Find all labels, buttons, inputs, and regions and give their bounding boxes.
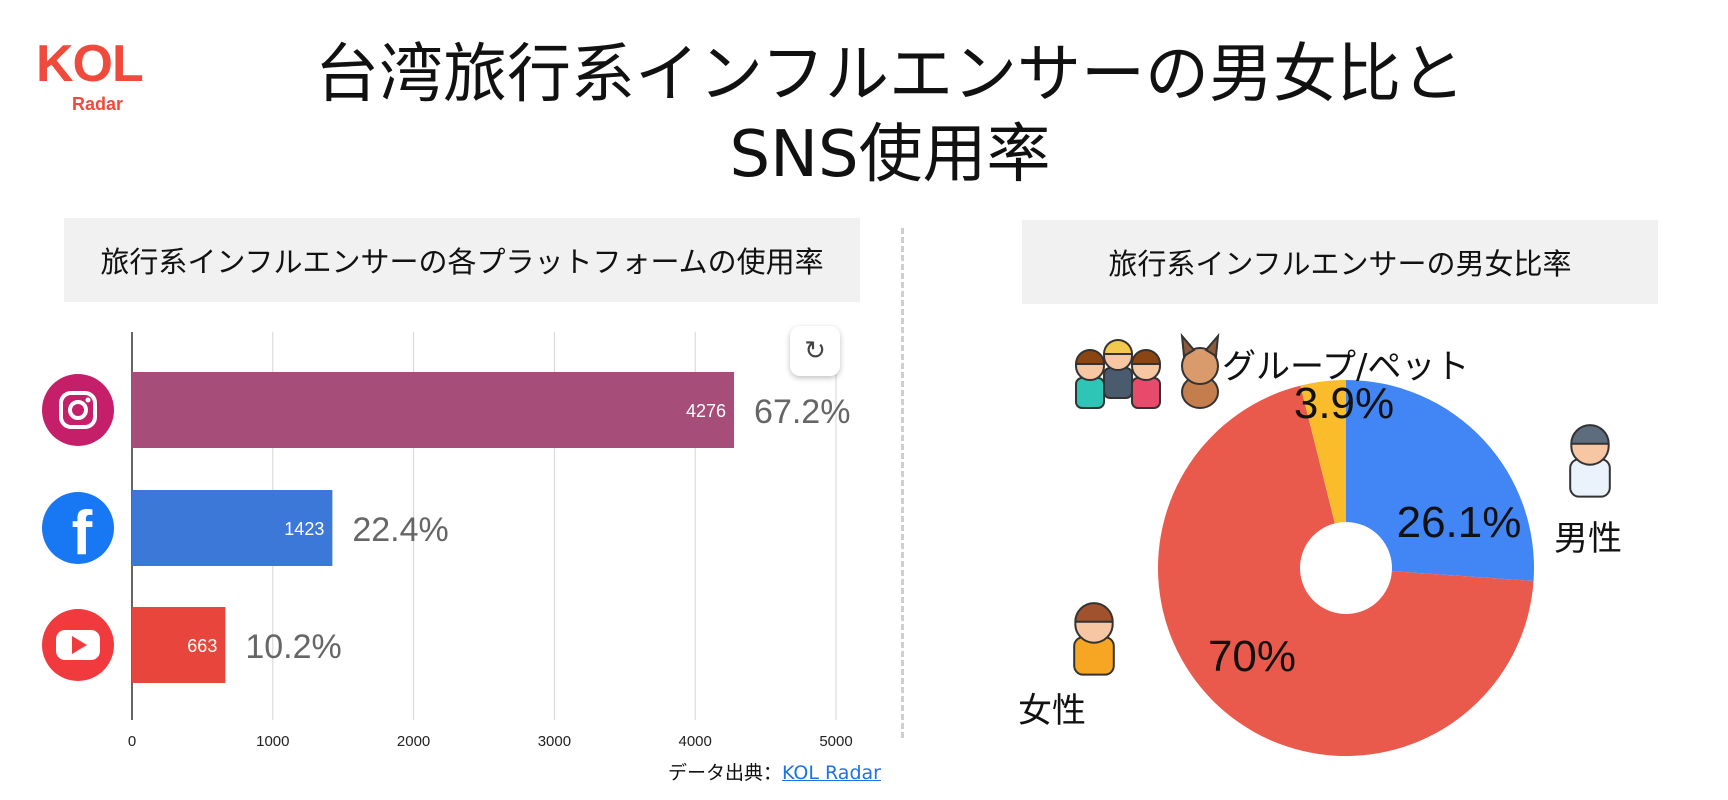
bar-percent-label: 22.4% (352, 511, 448, 549)
male-icon (1569, 424, 1611, 498)
pie-percent-label: 70% (1208, 632, 1296, 681)
bar-value-label: 1423 (284, 519, 324, 539)
pie-percent-label: 26.1% (1397, 498, 1522, 547)
x-tick-label: 2000 (397, 733, 430, 750)
pie-category-label: 女性 (1018, 691, 1086, 731)
bar-value-label: 663 (187, 636, 217, 656)
panel-divider (901, 228, 904, 738)
refresh-icon: ↻ (804, 336, 826, 366)
instagram-icon (42, 374, 114, 446)
kol-radar-logo: KOL Radar (36, 36, 166, 118)
facebook-icon: f (42, 492, 114, 568)
x-tick-label: 0 (128, 733, 136, 750)
bar-percent-label: 67.2% (754, 393, 850, 431)
x-tick-label: 3000 (538, 733, 571, 750)
pie-slice (1157, 385, 1534, 756)
bar-percent-label: 10.2% (245, 628, 341, 666)
data-source: データ出典：KOL Radar (668, 758, 881, 785)
page-title-line2: SNS使用率 (729, 118, 1051, 192)
pie-panel-heading: 旅行系インフルエンサーの男女比率 (1022, 220, 1658, 304)
bar-facebook (132, 490, 333, 566)
pie-percent-label: 3.9% (1294, 379, 1394, 428)
youtube-icon (42, 609, 114, 681)
x-tick-label: 5000 (819, 733, 852, 750)
pie-slice (1300, 380, 1346, 524)
pie-slice (1346, 380, 1534, 581)
logo-subtext: Radar (72, 94, 124, 114)
logo-text: KOL (36, 35, 144, 93)
x-tick-label: 1000 (256, 733, 289, 750)
refresh-button[interactable]: ↻ (790, 326, 840, 376)
pie-category-label: グループ/ペット (1222, 347, 1469, 387)
bar-value-label: 4276 (686, 401, 726, 421)
bar-youtube (132, 607, 226, 683)
bar-instagram (132, 372, 735, 448)
svg-text:f: f (72, 499, 93, 568)
page-title-line1: 台湾旅行系インフルエンサーの男女比と (314, 38, 1466, 112)
group-pet-icon (1074, 332, 1220, 409)
female-icon (1073, 602, 1115, 676)
source-link[interactable]: KOL Radar (782, 762, 881, 784)
source-label: データ出典： (668, 762, 783, 784)
x-tick-label: 4000 (679, 733, 712, 750)
pie-category-label: 男性 (1554, 519, 1622, 559)
bar-panel-heading: 旅行系インフルエンサーの各プラットフォームの使用率 (64, 218, 860, 302)
